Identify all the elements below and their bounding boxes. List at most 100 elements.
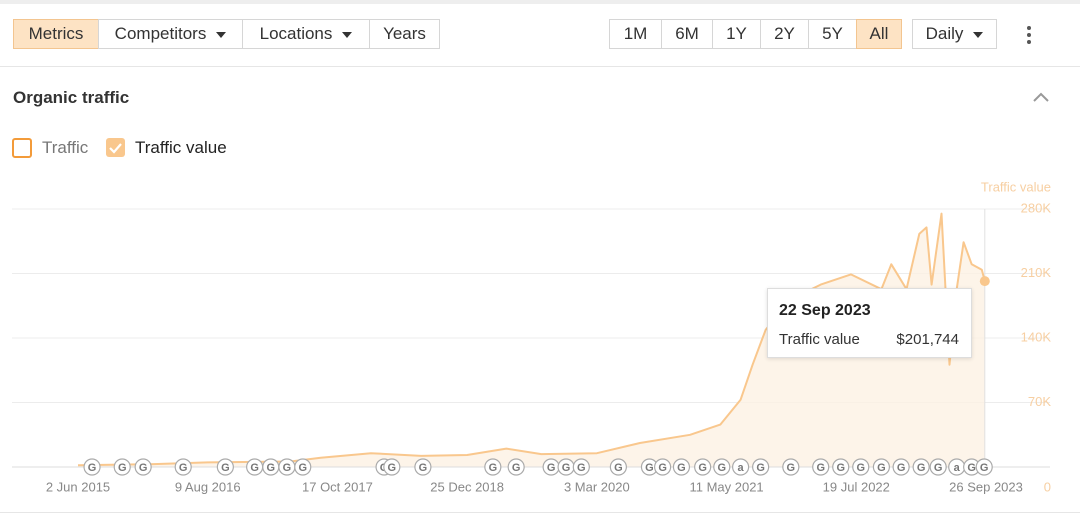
- annotation-label: G: [298, 462, 307, 474]
- annotation-marker: [654, 458, 672, 476]
- x-tick-label: 11 May 2021: [689, 479, 763, 494]
- x-tick-label: 26 Sep 2023: [949, 479, 1023, 494]
- annotation-label: G: [489, 462, 498, 474]
- x-tick-label: 19 Jul 2022: [823, 479, 890, 494]
- range-button[interactable]: All: [856, 19, 902, 49]
- annotation-marker: [713, 458, 731, 476]
- annotation-label: G: [787, 462, 796, 474]
- y-tick-label: 140K: [1021, 329, 1052, 344]
- annotation-marker: [83, 458, 101, 476]
- annotation-label: G: [614, 462, 623, 474]
- divider: [0, 66, 1080, 67]
- tooltip-date: 22 Sep 2023: [779, 302, 871, 319]
- annotation-marker: [113, 458, 131, 476]
- annotation-marker: [929, 458, 947, 476]
- annotation-label: G: [816, 462, 825, 474]
- legend-label: Traffic value: [135, 138, 227, 157]
- tooltip-series: Traffic value: [779, 331, 860, 348]
- annotation-label: G: [266, 462, 275, 474]
- annotation-marker: [609, 458, 627, 476]
- annotation-marker: [812, 458, 830, 476]
- annotation-label: G: [967, 462, 976, 474]
- y-axis-title: Traffic value: [981, 179, 1051, 194]
- annotation-label: G: [645, 462, 654, 474]
- bottom-divider: [0, 512, 1080, 513]
- annotation-label: G: [897, 462, 906, 474]
- annotation-marker: [414, 458, 432, 476]
- annotation-label: G: [547, 462, 556, 474]
- toolbar-button[interactable]: Competitors: [98, 19, 243, 49]
- checkbox-checked: [106, 138, 125, 157]
- annotation-label: a: [954, 462, 961, 474]
- annotation-marker: [383, 458, 401, 476]
- annotation-marker: [262, 458, 280, 476]
- annotation-marker: [294, 458, 312, 476]
- annotation-label: G: [179, 462, 188, 474]
- hover-point: [979, 276, 990, 287]
- toolbar-button[interactable]: Metrics: [13, 19, 99, 49]
- button-label: Locations: [259, 24, 333, 43]
- annotation-marker: [507, 458, 525, 476]
- y-tick-label: 210K: [1021, 265, 1052, 280]
- range-button[interactable]: 2Y: [760, 19, 809, 49]
- annotation-marker: [542, 458, 560, 476]
- range-button[interactable]: 6M: [661, 19, 713, 49]
- annotation-label: G: [718, 462, 727, 474]
- annotation-label: G: [917, 462, 926, 474]
- annotation-label: G: [836, 462, 845, 474]
- annotation-marker: [278, 458, 296, 476]
- x-tick-label: 9 Aug 2016: [175, 479, 241, 494]
- annotation-marker: [732, 458, 750, 476]
- toolbar-button[interactable]: Locations: [242, 19, 370, 49]
- annotation-label: G: [388, 462, 397, 474]
- collapse-button[interactable]: [1032, 91, 1050, 103]
- annotation-marker: [174, 458, 192, 476]
- annotation-marker: [640, 458, 659, 476]
- tooltip: 22 Sep 2023 Traffic value $201,744: [767, 288, 972, 358]
- annotation-marker: [872, 458, 890, 476]
- interval-label: Daily: [925, 24, 964, 43]
- annotation-marker: [216, 458, 234, 476]
- checkbox: [12, 138, 32, 158]
- section-title: Organic traffic: [13, 88, 130, 107]
- annotation-marker: [912, 458, 930, 476]
- annotation-marker: [672, 458, 691, 476]
- button-label: Competitors: [114, 24, 207, 43]
- toolbar-button[interactable]: Years: [369, 19, 440, 49]
- annotation-marker: [963, 458, 981, 476]
- annotation-marker: [975, 458, 993, 476]
- menu-button[interactable]: [1022, 24, 1036, 46]
- annotation-label: G: [677, 462, 686, 474]
- annotation-label: G: [118, 462, 127, 474]
- annotation-marker: [694, 458, 712, 476]
- annotation-marker: [557, 458, 575, 476]
- annotation-label: G: [250, 462, 259, 474]
- annotation-marker: [752, 458, 770, 476]
- button-label: Metrics: [28, 24, 84, 43]
- caret: [973, 31, 984, 38]
- annotation-marker: [892, 458, 910, 476]
- interval-dropdown[interactable]: Daily: [912, 19, 997, 49]
- annotation-marker: [782, 458, 800, 476]
- annotation-label: G: [934, 462, 943, 474]
- annotation-label: G: [283, 462, 292, 474]
- range-button[interactable]: 1M: [609, 19, 662, 49]
- annotation-marker: [375, 458, 393, 476]
- range-button[interactable]: 1Y: [712, 19, 761, 49]
- y-tick-label: 280K: [1021, 200, 1052, 215]
- x-tick-label: 2 Jun 2015: [46, 479, 110, 494]
- annotation-marker: [246, 458, 264, 476]
- x-tick-label: 17 Oct 2017: [302, 479, 373, 494]
- annotation-label: a: [738, 462, 745, 474]
- annotation-label: G: [698, 462, 707, 474]
- legend-label: Traffic: [42, 138, 89, 157]
- annotation-label: G: [577, 462, 586, 474]
- range-button[interactable]: 5Y: [808, 19, 857, 49]
- annotation-label: G: [658, 462, 667, 474]
- annotation-label: G: [419, 462, 428, 474]
- top-strip: [0, 0, 1080, 4]
- x-tick-label: 25 Dec 2018: [430, 479, 504, 494]
- annotation-label: G: [856, 462, 865, 474]
- annotation-marker: [484, 458, 502, 476]
